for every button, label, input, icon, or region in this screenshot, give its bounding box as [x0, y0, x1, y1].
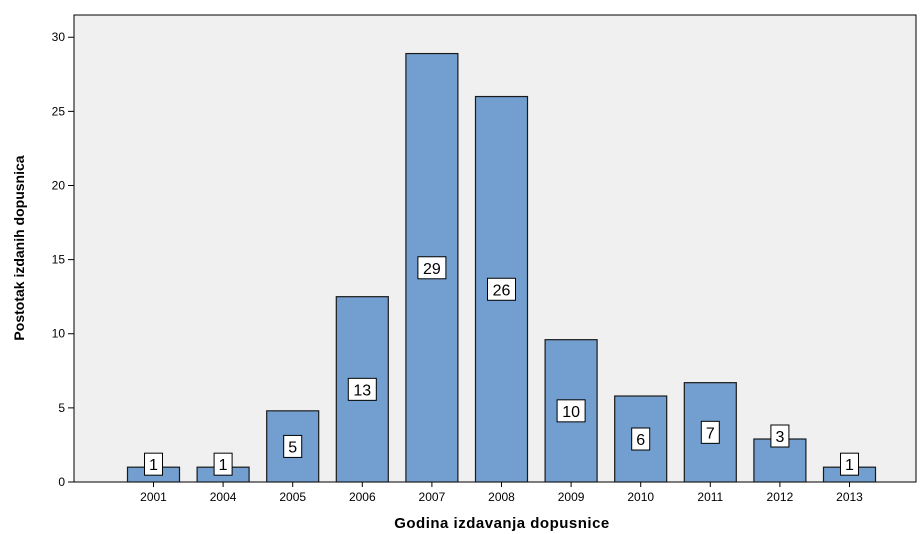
data-label-2012: 3 [770, 424, 790, 448]
data-label-box [840, 452, 859, 476]
data-label-2006: 13 [347, 377, 377, 401]
data-label-box [347, 377, 377, 401]
y-tick-label: 0 [58, 475, 65, 489]
data-label-2013: 1 [840, 452, 859, 476]
x-tick-label: 2001 [140, 490, 167, 504]
data-label-box [417, 256, 447, 280]
y-tick-label: 20 [52, 178, 66, 192]
data-label-2009: 10 [556, 399, 586, 423]
data-label-value: 29 [423, 261, 441, 278]
data-label-value: 5 [288, 439, 297, 456]
data-label-value: 26 [493, 282, 511, 299]
data-label-value: 1 [845, 457, 854, 474]
data-label-value: 13 [353, 382, 371, 399]
x-tick-label: 2007 [419, 490, 446, 504]
data-label-box [770, 424, 790, 448]
data-label-2001: 1 [144, 452, 163, 476]
data-label-box [700, 420, 720, 444]
bar-2008 [474, 95, 529, 483]
data-label-2004: 1 [213, 452, 233, 476]
y-tick-label: 30 [52, 30, 66, 44]
x-tick-label: 2011 [697, 490, 723, 504]
data-label-value: 10 [562, 404, 580, 421]
y-axis-title: Postotak izdanih dopusnica [11, 155, 27, 340]
data-label-box [556, 399, 586, 423]
data-label-2008: 26 [487, 277, 516, 301]
data-label-value: 7 [706, 425, 715, 442]
data-label-2011: 7 [700, 420, 720, 444]
x-tick-label: 2009 [558, 490, 585, 504]
data-label-2005: 5 [283, 434, 303, 458]
x-tick-label: 2013 [836, 490, 863, 504]
data-label-value: 1 [219, 457, 228, 474]
data-label-box [487, 277, 516, 301]
data-label-box [631, 427, 651, 451]
data-label-box [283, 434, 303, 458]
data-label-value: 1 [149, 457, 158, 474]
x-axis: 2001 2004 2005 2006 2007 2008 2009 2010 2011 2012… [140, 482, 863, 504]
data-label-value: 3 [775, 429, 784, 446]
y-tick-label: 10 [52, 327, 66, 341]
data-label-2010: 6 [631, 427, 651, 451]
y-tick-label: 15 [52, 253, 66, 267]
x-tick-label: 2008 [488, 490, 515, 504]
x-axis-title: Godina izdavanja dopusnice [394, 515, 610, 532]
y-tick-label: 5 [58, 401, 65, 415]
data-label-value: 6 [636, 432, 645, 449]
data-label-box [144, 452, 163, 476]
data-label-2007: 29 [417, 256, 447, 280]
x-tick-label: 2005 [279, 490, 306, 504]
x-tick-label: 2010 [627, 490, 654, 504]
y-tick-label: 25 [52, 104, 66, 118]
y-axis: 0 5 10 15 20 25 30 [52, 30, 74, 489]
x-tick-label: 2012 [767, 490, 794, 504]
x-tick-label: 2006 [349, 490, 376, 504]
data-label-box [213, 452, 233, 476]
data-labels: 1 1 5 13 29 26 10 6 7 3 1 [144, 256, 859, 476]
x-tick-label: 2004 [210, 490, 237, 504]
